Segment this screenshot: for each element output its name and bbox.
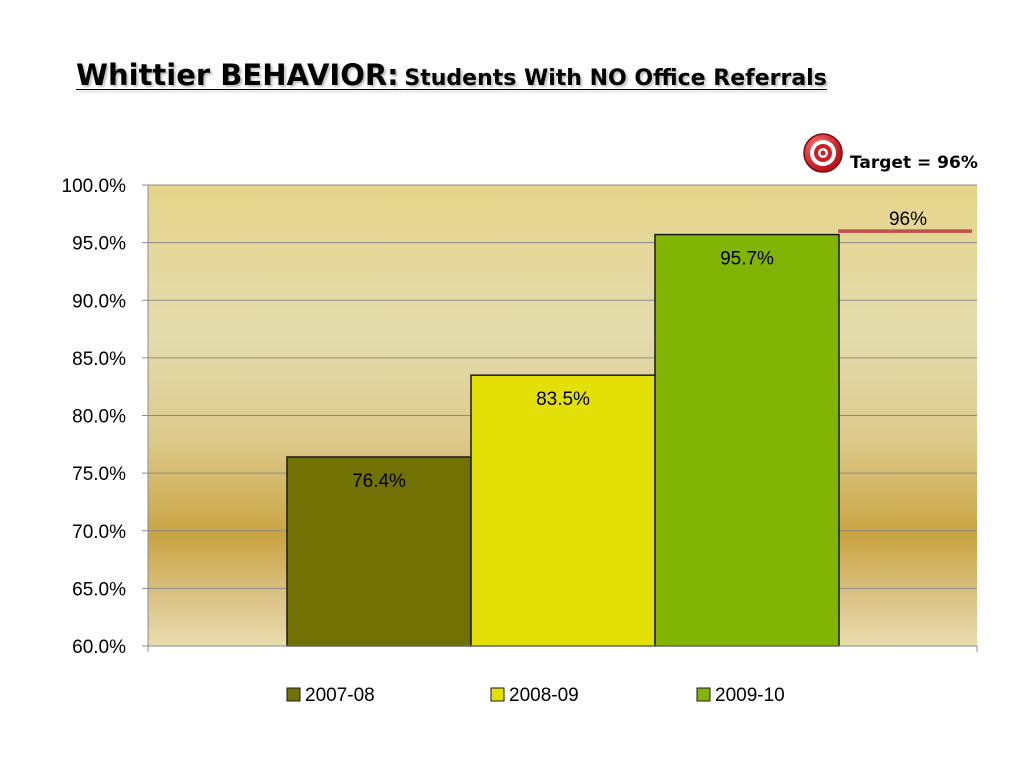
- y-tick-label: 75.0%: [72, 464, 126, 485]
- y-tick-label: 80.0%: [72, 407, 126, 428]
- y-tick-label: 60.0%: [72, 637, 126, 658]
- y-tick-label: 65.0%: [72, 579, 126, 600]
- target-callout: Target = 96%: [802, 132, 978, 179]
- y-tick-label: 100.0%: [62, 176, 127, 197]
- bar-2009-10: [654, 233, 840, 647]
- target-icon: [802, 132, 844, 179]
- title-main: Whittier BEHAVIOR:: [76, 58, 399, 92]
- chart-title: Whittier BEHAVIOR: Students With NO Offi…: [76, 58, 827, 92]
- target-line-label: 96%: [889, 209, 927, 230]
- legend-label: 2009-10: [715, 685, 785, 706]
- y-tick-label: 95.0%: [72, 234, 126, 255]
- y-tick-label: 85.0%: [72, 349, 126, 370]
- data-label: 83.5%: [536, 389, 590, 410]
- bar-2007-08: [286, 456, 472, 647]
- data-label: 95.7%: [720, 249, 774, 270]
- legend-label: 2008-09: [509, 685, 579, 706]
- title-subtitle: Students With NO Office Referrals: [404, 66, 827, 91]
- y-tick-label: 70.0%: [72, 522, 126, 543]
- bar-2008-09: [470, 374, 656, 647]
- legend-swatch: [696, 687, 711, 702]
- legend-swatch: [490, 687, 505, 702]
- legend-label: 2007-08: [305, 685, 375, 706]
- legend-swatch: [286, 687, 301, 702]
- target-label: Target = 96%: [850, 152, 978, 173]
- data-label: 76.4%: [352, 471, 406, 492]
- y-tick-label: 90.0%: [72, 291, 126, 312]
